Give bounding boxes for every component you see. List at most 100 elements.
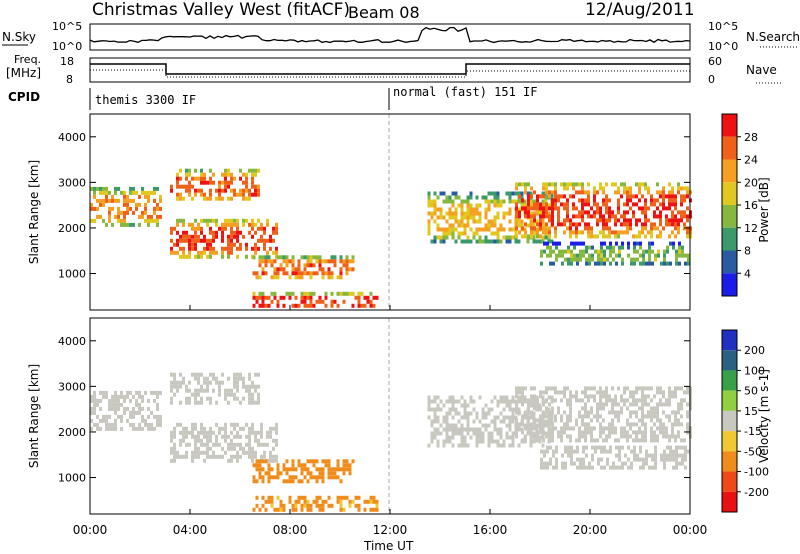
range-cell (686, 214, 689, 219)
range-cell (680, 194, 683, 199)
range-cell (687, 261, 690, 266)
range-cell (515, 426, 518, 431)
range-cell (176, 180, 179, 185)
range-cell (505, 435, 509, 440)
range-cell (454, 399, 458, 404)
range-cell (662, 402, 665, 407)
range-cell (239, 434, 242, 439)
range-cell (123, 202, 126, 207)
range-cell (258, 259, 262, 264)
range-cell (270, 263, 274, 268)
range-cell (276, 267, 280, 272)
range-cell (550, 395, 554, 400)
range-cell (615, 261, 618, 266)
range-cell (548, 438, 551, 443)
range-cell (248, 430, 251, 435)
range-cell (484, 199, 488, 204)
range-cell (608, 394, 611, 399)
range-cell (602, 226, 605, 231)
range-cell (309, 475, 313, 480)
range-cell (508, 407, 512, 412)
range-cell (578, 430, 581, 435)
range-cell (600, 261, 603, 266)
range-cell (545, 210, 548, 215)
range-cell (176, 242, 179, 247)
range-cell (348, 503, 352, 508)
range-cell (330, 471, 334, 476)
range-cell (212, 218, 215, 223)
range-cell (518, 230, 521, 235)
colorbar-tick-label: 20 (744, 176, 758, 189)
range-cell (191, 426, 194, 431)
range-cell (245, 188, 248, 193)
range-cell (291, 475, 295, 480)
range-cell (575, 418, 578, 423)
range-cell (487, 439, 491, 444)
range-cell (548, 218, 551, 223)
range-cell (645, 453, 648, 458)
range-cell (176, 218, 179, 223)
range-cell (635, 414, 638, 419)
range-cell (493, 215, 497, 220)
range-cell (261, 503, 265, 508)
range-cell (176, 384, 179, 389)
range-cell (558, 253, 561, 258)
range-cell (677, 406, 680, 411)
range-cell (686, 218, 689, 223)
range-cell (653, 406, 656, 411)
range-cell (188, 192, 191, 197)
range-cell (600, 245, 603, 250)
range-cell (230, 438, 233, 443)
colorbar-tick-label: 100 (744, 364, 765, 377)
range-cell (333, 475, 337, 480)
range-cell (263, 238, 266, 243)
range-cell (442, 191, 446, 196)
range-cell (566, 206, 569, 211)
range-cell (179, 234, 182, 239)
colorbar-swatch (722, 273, 737, 296)
range-cell (638, 430, 641, 435)
range-cell (138, 194, 141, 199)
range-cell (185, 230, 188, 235)
range-cell (572, 222, 575, 227)
range-cell (677, 402, 680, 407)
range-cell (270, 499, 274, 504)
range-cell (599, 214, 602, 219)
range-cell (551, 202, 554, 207)
range-cell (602, 438, 605, 443)
range-cell (529, 203, 533, 208)
range-cell (255, 275, 259, 280)
range-cell (159, 390, 162, 395)
range-cell (548, 214, 551, 219)
range-cell (671, 410, 674, 415)
freq-tick-bottom: 8 (66, 73, 73, 86)
range-cell (114, 422, 117, 427)
range-cell (445, 211, 449, 216)
range-cell (248, 392, 251, 397)
range-cell (605, 218, 608, 223)
range-cell (138, 394, 141, 399)
range-cell (248, 396, 251, 401)
range-cell (630, 261, 633, 266)
range-cell (194, 372, 197, 377)
range-cell (267, 259, 271, 264)
range-cell (315, 495, 319, 500)
range-cell (662, 194, 665, 199)
range-cell (297, 463, 301, 468)
range-cell (656, 234, 659, 239)
range-cell (569, 218, 572, 223)
range-cell (569, 398, 572, 403)
range-cell (288, 259, 292, 264)
range-cell (541, 435, 545, 440)
range-cell (602, 214, 605, 219)
range-cell (96, 402, 99, 407)
range-cell (105, 418, 108, 423)
range-cell (233, 392, 236, 397)
range-cell (203, 426, 206, 431)
range-cell (487, 423, 491, 428)
range-cell (599, 210, 602, 215)
range-cell (490, 407, 494, 412)
range-cell (668, 386, 671, 391)
range-cell (375, 295, 379, 300)
range-cell (312, 463, 316, 468)
